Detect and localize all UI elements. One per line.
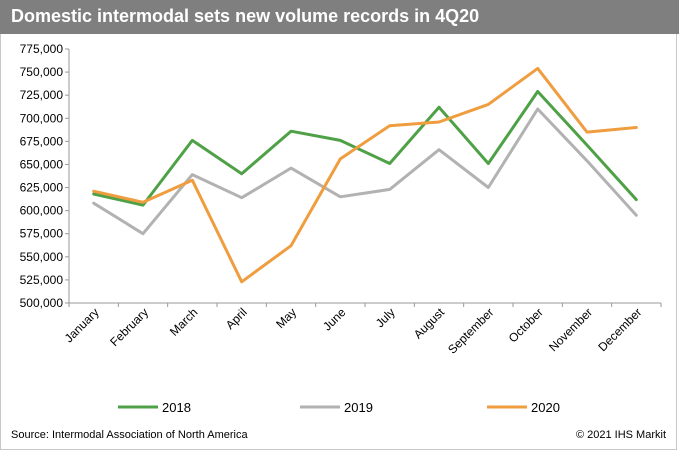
- copyright-note: © 2021 IHS Markit: [575, 429, 666, 441]
- x-tick-label: December: [595, 305, 644, 354]
- y-tick-label: 675,000: [20, 134, 64, 148]
- x-tick-label: August: [411, 305, 448, 342]
- series-line-2019: [92, 107, 638, 236]
- y-tick-label: 600,000: [20, 204, 64, 218]
- source-note: Source: Intermodal Association of North …: [11, 429, 248, 441]
- legend-label-2020: 2020: [531, 400, 560, 415]
- y-tick-label: 500,000: [20, 296, 64, 310]
- y-tick-label: 525,000: [20, 273, 64, 287]
- x-tick-label: June: [320, 305, 349, 334]
- y-tick-label: 625,000: [20, 181, 64, 195]
- series-line-2020: [92, 66, 638, 284]
- chart-title: Domestic intermodal sets new volume reco…: [11, 6, 480, 26]
- x-tick-label: April: [223, 305, 250, 332]
- y-tick-label: 700,000: [20, 111, 64, 125]
- legend-label-2018: 2018: [162, 400, 191, 415]
- y-tick-label: 650,000: [20, 157, 64, 171]
- y-tick-label: 575,000: [20, 227, 64, 241]
- x-tick-label: March: [167, 305, 200, 338]
- x-tick-label: September: [445, 305, 496, 356]
- y-tick-label: 550,000: [20, 250, 64, 264]
- y-tick-label: 750,000: [20, 65, 64, 79]
- x-tick-label: July: [373, 305, 398, 330]
- y-tick-label: 775,000: [20, 42, 64, 56]
- legend-label-2019: 2019: [344, 400, 373, 415]
- y-tick-label: 725,000: [20, 88, 64, 102]
- series-line-2018: [92, 90, 638, 207]
- x-tick-label: October: [506, 305, 546, 345]
- x-tick-label: February: [107, 305, 151, 349]
- x-tick-label: January: [62, 305, 102, 345]
- title-bar: Domestic intermodal sets new volume reco…: [0, 0, 679, 34]
- x-tick-label: May: [273, 305, 299, 331]
- x-tick-label: November: [546, 305, 595, 354]
